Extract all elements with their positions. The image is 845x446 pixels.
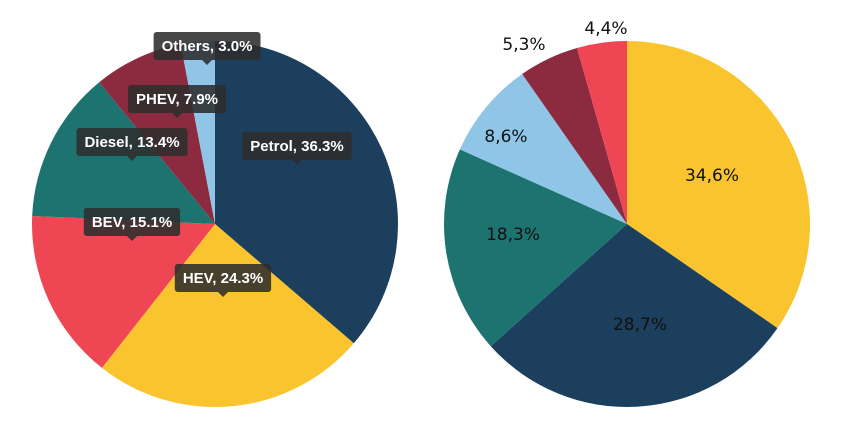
data-label-18-3: 18,3% <box>486 225 540 245</box>
pie-slice-34-6 <box>627 41 811 329</box>
pie-slice-5-3 <box>522 47 627 225</box>
data-label-34-6: 34,6% <box>685 166 739 186</box>
data-label-others: Others, 3.0% <box>162 38 253 55</box>
data-label-others-tooltip: Others, 3.0% <box>153 32 261 65</box>
pie-slice-petrol <box>215 41 399 344</box>
right-pie-chart: 34,6% 28,7% 18,3% 8,6% 5,3% 4,4% <box>443 19 811 408</box>
pie-slice-bev <box>32 215 216 368</box>
pie-slice-28-7 <box>490 224 778 408</box>
data-label-diesel: Diesel, 13.4% <box>84 134 179 151</box>
pie-slice-18-3 <box>443 149 627 347</box>
data-label-bev: BEV, 15.1% <box>92 214 172 231</box>
left-pie-chart: Petrol, 36.3% HEV, 24.3% BEV, 15.1% Diesel,… <box>32 32 399 408</box>
data-label-28-7: 28,7% <box>613 315 667 335</box>
data-label-phev: PHEV, 7.9% <box>136 91 218 108</box>
data-label-4-4: 4,4% <box>584 19 627 39</box>
pie-slice-4-4 <box>577 41 627 224</box>
data-label-hev: HEV, 24.3% <box>183 270 263 287</box>
data-label-5-3: 5,3% <box>502 35 545 55</box>
pie-slice-hev <box>101 224 354 408</box>
data-label-petrol: Petrol, 36.3% <box>250 138 343 155</box>
data-label-8-6: 8,6% <box>484 127 527 147</box>
data-label-bev-tooltip: BEV, 15.1% <box>83 208 181 241</box>
data-label-phev-tooltip: PHEV, 7.9% <box>128 85 226 118</box>
pie-slice-8-6 <box>459 74 627 224</box>
data-label-hev-tooltip: HEV, 24.3% <box>174 264 272 297</box>
data-label-diesel-tooltip: Diesel, 13.4% <box>76 128 188 161</box>
data-label-petrol-tooltip: Petrol, 36.3% <box>242 132 352 165</box>
